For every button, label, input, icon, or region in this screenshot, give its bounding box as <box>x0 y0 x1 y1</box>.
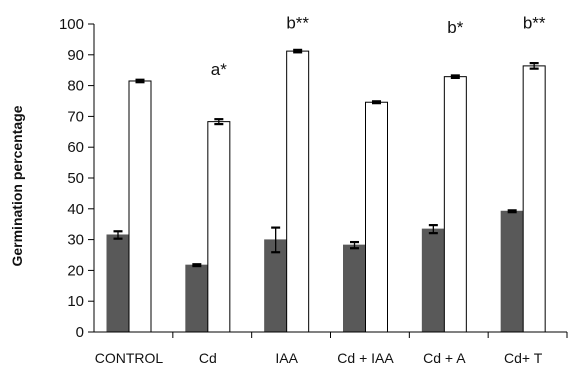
error-bar <box>428 224 438 235</box>
x-category-label: Cd + IAA <box>337 350 394 366</box>
error-bar <box>293 48 303 54</box>
error-bar <box>507 209 517 214</box>
error-bar <box>450 74 460 80</box>
y-tick-label: 90 <box>67 47 84 64</box>
bar-light <box>365 101 388 333</box>
significance-label: b* <box>447 18 463 37</box>
error-bar <box>113 230 123 240</box>
bar-dark <box>421 228 445 333</box>
x-category-label: Cd+ T <box>504 350 543 366</box>
y-tick-label: 20 <box>67 262 84 279</box>
y-tick-label: 60 <box>67 139 84 156</box>
y-tick-label: 10 <box>67 293 84 310</box>
error-bar <box>271 226 281 254</box>
y-tick-label: 80 <box>67 78 84 95</box>
y-tick-label: 100 <box>59 16 84 33</box>
error-bar <box>214 118 224 126</box>
x-category-label: IAA <box>275 350 298 366</box>
y-tick-label: 40 <box>67 201 84 218</box>
y-axis-title: Germination percentage <box>9 105 25 266</box>
bar-dark <box>264 239 288 333</box>
bar-light <box>522 65 546 333</box>
significance-label: a* <box>211 60 227 79</box>
error-bar <box>135 78 145 84</box>
x-category-label: Cd <box>199 350 217 366</box>
y-tick-label: 50 <box>67 170 84 187</box>
bars <box>106 50 546 333</box>
error-bar <box>350 240 359 250</box>
bar-light <box>286 50 310 333</box>
y-tick-label: 70 <box>67 108 84 125</box>
y-tick-label: 30 <box>67 232 84 249</box>
error-bars <box>113 48 539 268</box>
x-axis-categories: CONTROL Cd IAA Cd + IAA Cd + A Cd+ T <box>95 350 543 366</box>
bar-dark <box>185 264 209 333</box>
significance-label: b** <box>523 14 546 33</box>
error-bar <box>529 62 539 70</box>
bar-dark <box>500 210 524 333</box>
x-category-label: CONTROL <box>95 350 164 366</box>
bar-light <box>128 80 152 333</box>
bar-dark <box>343 244 366 333</box>
error-bar <box>372 100 381 105</box>
bar-light <box>207 121 231 333</box>
error-bar <box>192 263 202 268</box>
axes <box>93 24 568 338</box>
y-tick-label: 0 <box>76 324 84 341</box>
bar-dark <box>106 234 130 333</box>
x-category-label: Cd + A <box>423 350 466 366</box>
y-axis-ticks: 0 10 20 30 40 50 60 70 80 90 100 <box>59 16 94 341</box>
significance-label: b** <box>286 14 309 33</box>
bar-light <box>443 76 467 333</box>
significance-annotations: a* b** b* b** <box>211 14 546 79</box>
